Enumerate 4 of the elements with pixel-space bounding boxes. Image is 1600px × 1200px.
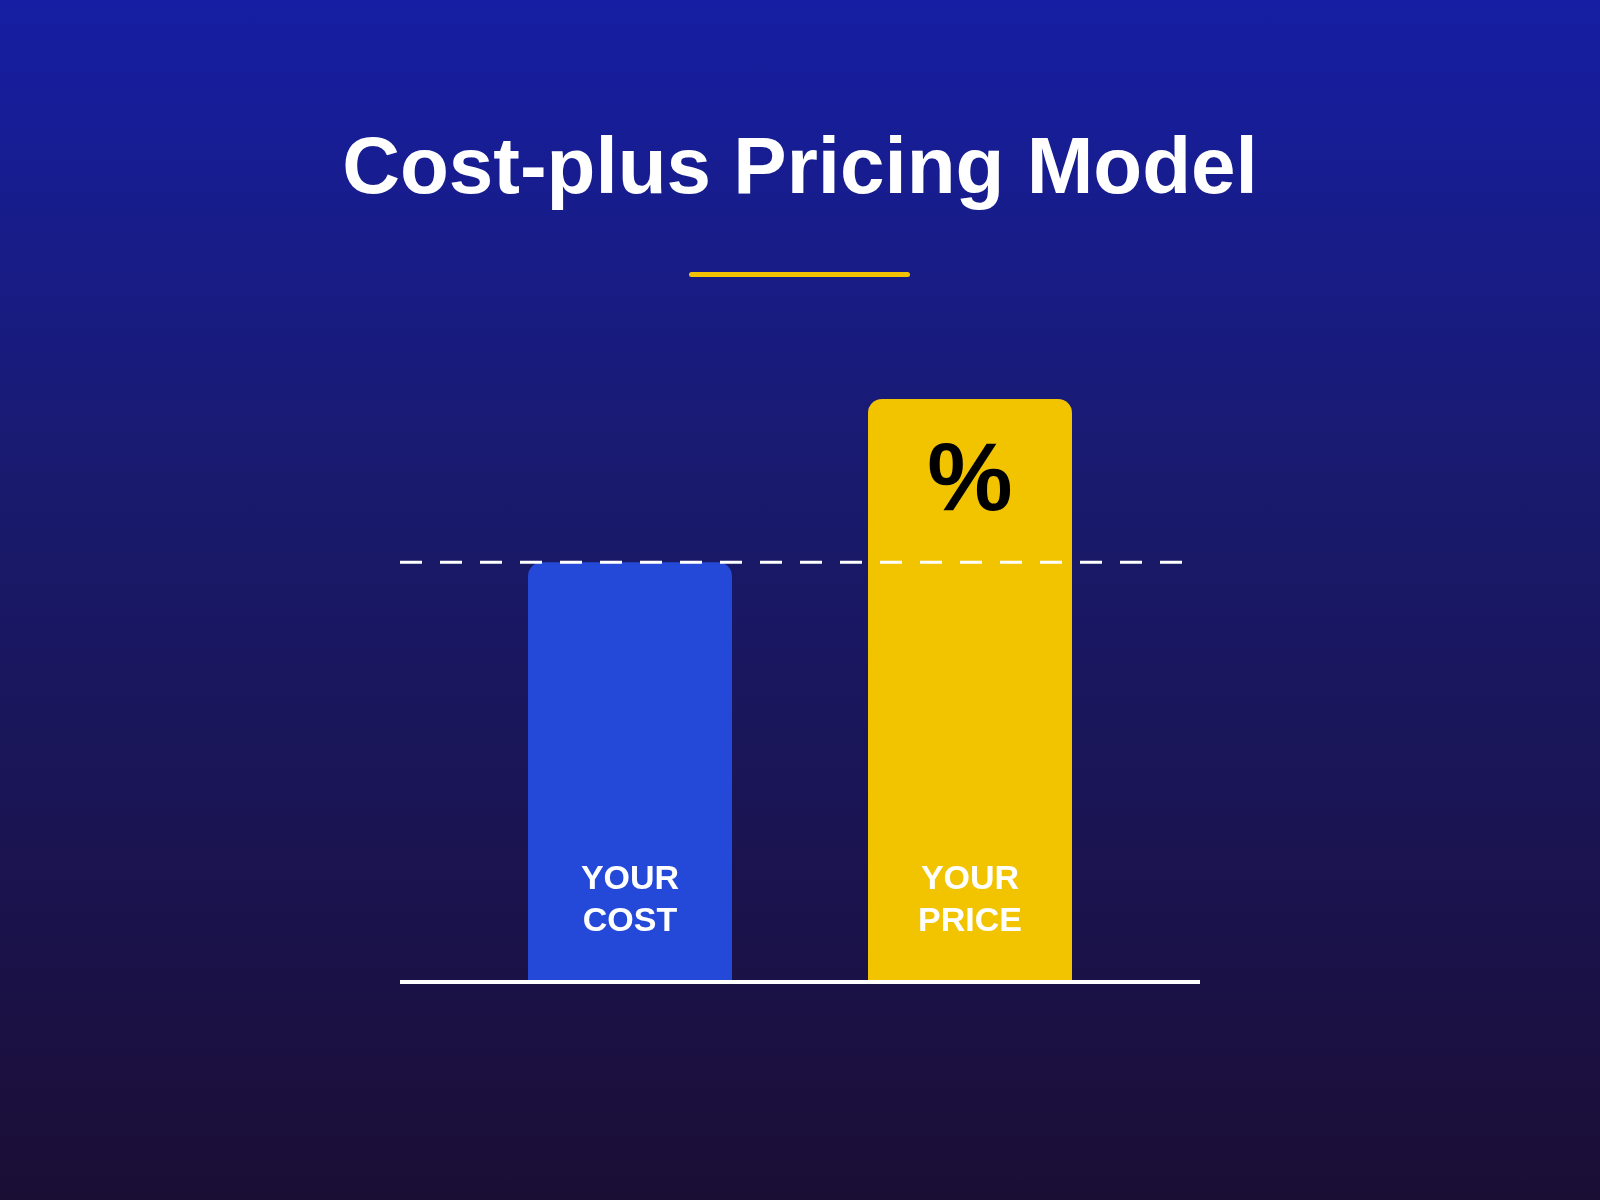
chart-title: Cost-plus Pricing Model (341, 120, 1259, 212)
annotation: % (927, 423, 1013, 531)
x-tick-label: YOUR COST (580, 858, 680, 939)
x-tick-label: YOUR PRICE (918, 858, 1022, 939)
